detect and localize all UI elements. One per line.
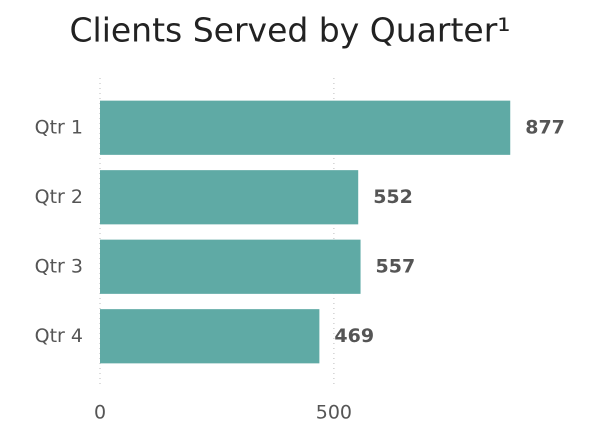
chart-title: Clients Served by Quarter¹ (70, 11, 511, 50)
value-label: 469 (334, 325, 374, 347)
bar (100, 100, 511, 155)
bar (100, 309, 320, 364)
y-tick-label: Qtr 2 (35, 186, 83, 208)
y-tick-label: Qtr 1 (35, 116, 83, 138)
bar (100, 239, 361, 294)
bar (100, 170, 359, 225)
y-tick-label: Qtr 3 (35, 255, 83, 277)
x-tick-label: 0 (94, 402, 106, 424)
value-label: 877 (525, 116, 565, 138)
x-tick-label: 500 (316, 402, 352, 424)
value-label: 552 (373, 186, 413, 208)
y-tick-label: Qtr 4 (35, 325, 83, 347)
value-label: 557 (376, 255, 416, 277)
